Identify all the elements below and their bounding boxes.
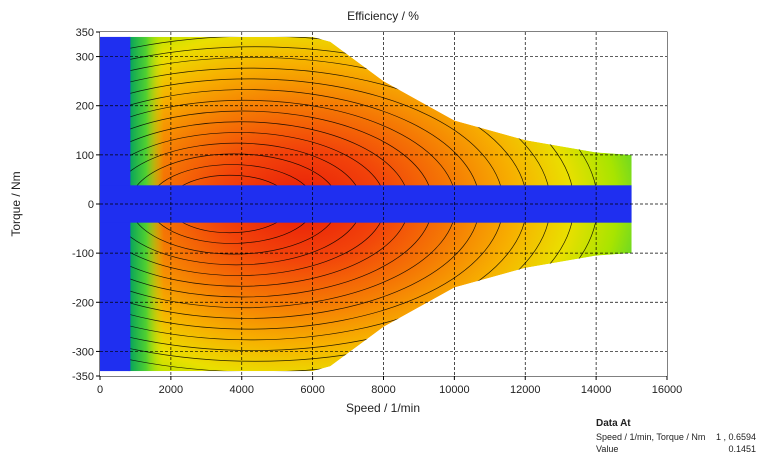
x-tick-label: 16000	[652, 384, 683, 396]
x-axis-title: Speed / 1/min	[346, 401, 420, 415]
y-tick-label: 0	[88, 199, 94, 211]
y-tick-label: 350	[76, 27, 94, 39]
chart-title: Efficiency / %	[347, 9, 419, 23]
x-tick-label: 8000	[371, 384, 395, 396]
readout-value-value: 0.1451	[728, 444, 756, 454]
y-axis-title: Torque / Nm	[9, 171, 23, 236]
x-tick-label: 4000	[230, 384, 254, 396]
y-tick-label: -100	[72, 248, 94, 260]
readout-value-label: Value	[596, 444, 619, 454]
x-tick-label: 6000	[300, 384, 324, 396]
readout-position-label: Speed / 1/min, Torque / Nm	[596, 432, 706, 442]
x-tick-label: 10000	[439, 384, 470, 396]
y-tick-label: -350	[72, 371, 94, 383]
x-tick-label: 14000	[581, 384, 612, 396]
readout-heading: Data At	[596, 418, 631, 429]
y-tick-label: 300	[76, 52, 94, 64]
y-tick-label: 200	[76, 101, 94, 113]
grid-lines	[100, 32, 667, 376]
data-readout-panel: Data At Speed / 1/min, Torque / Nm 1 , 0…	[596, 418, 766, 455]
x-tick-label: 0	[97, 384, 103, 396]
y-tick-label: -300	[72, 346, 94, 358]
x-tick-label: 2000	[159, 384, 183, 396]
readout-row-value: Value 0.1451	[596, 443, 766, 455]
readout-position-value: 1 , 0.6594	[715, 432, 756, 442]
readout-row-position: Speed / 1/min, Torque / Nm 1 , 0.6594	[596, 431, 766, 443]
y-tick-label: 100	[76, 150, 94, 162]
x-tick-label: 12000	[510, 384, 541, 396]
axis-ticks: 0 2000 4000 6000 8000 10000 12000 14000 16000350…	[72, 27, 682, 396]
y-tick-label: -200	[72, 297, 94, 309]
